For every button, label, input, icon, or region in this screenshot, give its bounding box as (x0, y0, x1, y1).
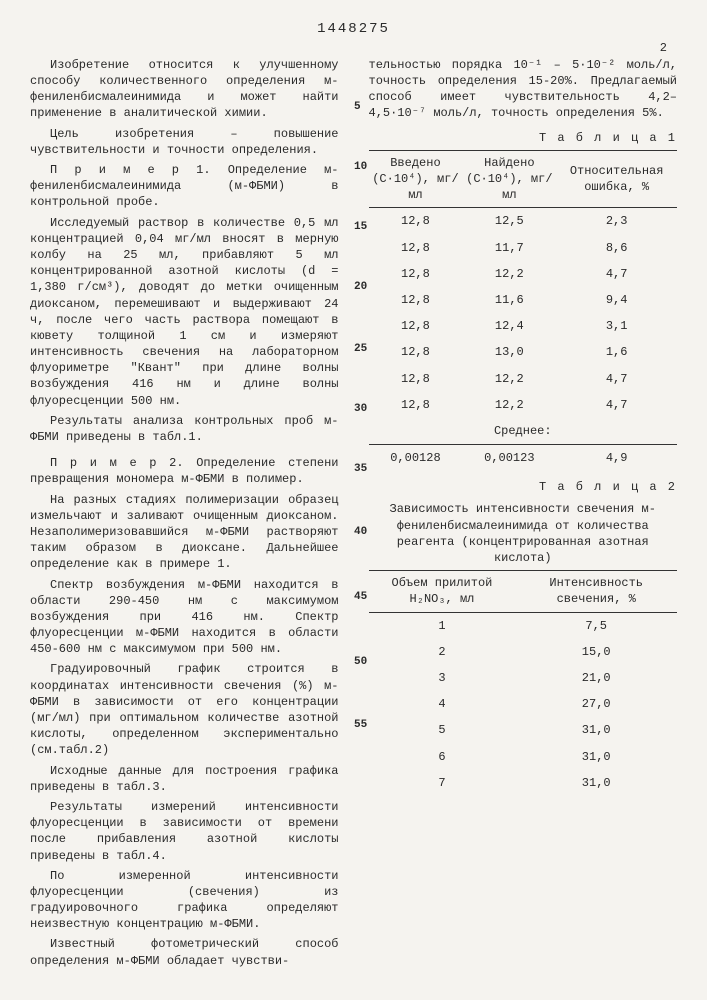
table1-cell: 8,6 (556, 235, 677, 261)
line-number: 20 (354, 280, 367, 295)
table1-cell: 13,0 (462, 339, 556, 365)
table1-head: Найдено (C·10⁴), мг/мл (462, 150, 556, 208)
table1-mean-label: Среднее: (369, 418, 678, 445)
table2-cell: 15,0 (515, 639, 677, 665)
table1-cell: 12,2 (462, 261, 556, 287)
table1-cell: 12,8 (369, 392, 463, 418)
paragraph: Известный фотометрический способ определ… (30, 936, 339, 968)
paragraph: На разных стадиях полимеризации образец … (30, 492, 339, 573)
line-number: 30 (354, 402, 367, 417)
table1-cell: 4,7 (556, 261, 677, 287)
table2-caption: Зависимость интенсивности свечения м-фен… (369, 501, 678, 566)
paragraph: Результаты измерений интенсивности флуор… (30, 799, 339, 864)
table2-cell: 2 (369, 639, 516, 665)
line-number: 45 (354, 590, 367, 605)
table1-cell: 12,8 (369, 313, 463, 339)
table1-cell: 9,4 (556, 287, 677, 313)
paragraph: Градуировочный график строится в координ… (30, 661, 339, 758)
paragraph: Цель изобретения – повышение чувствитель… (30, 126, 339, 158)
table2-cell: 1 (369, 612, 516, 639)
table1-cell: 12,4 (462, 313, 556, 339)
table1-cell: 12,5 (462, 208, 556, 235)
table2-cell: 31,0 (515, 717, 677, 743)
line-number: 55 (354, 718, 367, 733)
page-number: 2 (660, 40, 667, 56)
paragraph: П р и м е р 2. Определение степени превр… (30, 455, 339, 487)
table1-cell: 2,3 (556, 208, 677, 235)
table1-mean: 0,00123 (462, 445, 556, 472)
table2-cell: 3 (369, 665, 516, 691)
paragraph: П р и м е р 1. Определение м-фениленбисм… (30, 162, 339, 211)
paragraph: Результаты анализа контрольных проб м-ФБ… (30, 413, 339, 445)
line-number: 5 (354, 100, 361, 115)
table1: Введено (C·10⁴), мг/мл Найдено (C·10⁴), … (369, 150, 678, 471)
table2-cell: 6 (369, 744, 516, 770)
table2-cell: 4 (369, 691, 516, 717)
paragraph: Исходные данные для построения графика п… (30, 763, 339, 795)
table1-cell: 12,8 (369, 261, 463, 287)
line-number: 50 (354, 655, 367, 670)
paragraph: Изобретение относится к улучшенному спос… (30, 57, 339, 122)
line-number: 35 (354, 462, 367, 477)
line-number: 15 (354, 220, 367, 235)
table1-head: Относительная ошибка, % (556, 150, 677, 208)
table1-title: Т а б л и ц а 1 (369, 130, 678, 146)
table1-cell: 12,2 (462, 392, 556, 418)
table1-cell: 12,8 (369, 366, 463, 392)
document-number: 1448275 (30, 20, 677, 39)
table2-cell: 31,0 (515, 744, 677, 770)
table1-mean: 4,9 (556, 445, 677, 472)
table2-cell: 27,0 (515, 691, 677, 717)
paragraph: Спектр возбуждения м-ФБМИ находится в об… (30, 577, 339, 658)
table1-mean: 0,00128 (369, 445, 463, 472)
table2-title: Т а б л и ц а 2 (369, 479, 678, 495)
table2-cell: 5 (369, 717, 516, 743)
table1-cell: 3,1 (556, 313, 677, 339)
table2-head: Интенсивность свечения, % (515, 571, 677, 612)
table1-cell: 12,8 (369, 208, 463, 235)
table2-cell: 7,5 (515, 612, 677, 639)
table1-cell: 4,7 (556, 392, 677, 418)
table1-cell: 4,7 (556, 366, 677, 392)
table2-cell: 7 (369, 770, 516, 796)
left-column: Изобретение относится к улучшенному спос… (30, 57, 339, 973)
table2-head: Объем прилитой H₂NO₃, мл (369, 571, 516, 612)
table2-cell: 31,0 (515, 770, 677, 796)
line-number: 25 (354, 342, 367, 357)
paragraph: Исследуемый раствор в количестве 0,5 мл … (30, 215, 339, 409)
table1-cell: 11,7 (462, 235, 556, 261)
line-number: 10 (354, 160, 367, 175)
table1-cell: 1,6 (556, 339, 677, 365)
paragraph: тельностью порядка 10⁻¹ – 5·10⁻² моль/л,… (369, 57, 678, 122)
table1-cell: 12,8 (369, 339, 463, 365)
table2: Объем прилитой H₂NO₃, мл Интенсивность с… (369, 570, 678, 796)
table1-cell: 12,2 (462, 366, 556, 392)
line-number: 40 (354, 525, 367, 540)
table2-cell: 21,0 (515, 665, 677, 691)
paragraph: По измеренной интенсивности флуоресценци… (30, 868, 339, 933)
table1-cell: 12,8 (369, 235, 463, 261)
table1-cell: 12,8 (369, 287, 463, 313)
right-column: тельностью порядка 10⁻¹ – 5·10⁻² моль/л,… (369, 57, 678, 973)
table1-cell: 11,6 (462, 287, 556, 313)
table1-head: Введено (C·10⁴), мг/мл (369, 150, 463, 208)
